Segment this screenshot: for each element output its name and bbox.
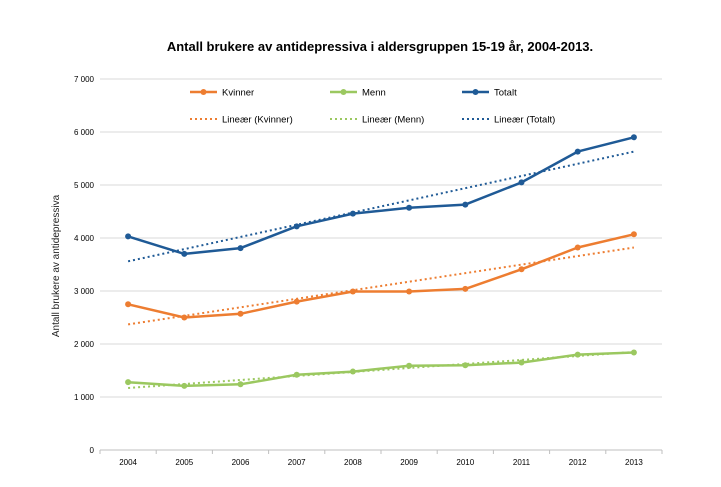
data-point-totalt — [237, 245, 244, 252]
series-line-kvinner — [127, 233, 635, 319]
legend-marker-totalt — [472, 89, 479, 95]
x-tick-label: 2007 — [288, 458, 306, 467]
legend-label-menn: Menn — [362, 88, 386, 99]
y-tick-label: 1 000 — [74, 393, 95, 402]
legend-trend-label-2: Lineær (Menn) — [362, 115, 424, 126]
data-point-menn — [349, 368, 356, 375]
series-line-totalt — [127, 136, 635, 256]
data-point-totalt — [349, 210, 356, 217]
legend-marker-kvinner — [200, 89, 207, 95]
x-tick-label: 2008 — [344, 458, 362, 467]
data-point-totalt — [630, 134, 637, 141]
gridlines — [100, 78, 662, 398]
data-point-menn — [406, 362, 413, 369]
data-point-totalt — [518, 179, 525, 186]
data-point-kvinner — [462, 285, 469, 292]
data-point-totalt — [406, 204, 413, 211]
data-point-totalt — [181, 250, 188, 257]
legend-marker-menn — [340, 89, 347, 95]
y-tick-label: 5 000 — [74, 181, 95, 190]
legend-label-kvinner: Kvinner — [222, 88, 254, 99]
series-line-menn — [128, 351, 634, 388]
data-point-menn — [125, 379, 132, 386]
trendline-1 — [127, 246, 635, 326]
data-point-kvinner — [630, 231, 637, 238]
data-point-kvinner — [349, 288, 356, 295]
data-point-kvinner — [293, 298, 300, 305]
data-point-kvinner — [125, 301, 132, 308]
y-tick-label: 3 000 — [74, 287, 95, 296]
series-lines — [125, 134, 637, 389]
y-tick-label: 0 — [90, 446, 95, 455]
data-point-totalt — [293, 223, 300, 230]
axes: 0 1 000 2 000 3 000 4 000 5 000 6 000 7 000 2004… — [74, 75, 663, 467]
x-tick-label: 2009 — [400, 458, 418, 467]
data-point-menn — [518, 359, 525, 366]
data-point-totalt — [574, 148, 581, 155]
data-point-menn — [181, 382, 188, 389]
x-tick-label: 2004 — [119, 458, 137, 467]
y-tick-label: 2 000 — [74, 340, 95, 349]
legend-label-totalt: Totalt — [494, 88, 517, 99]
y-axis-label: Antall brukere av antidepressiva — [51, 194, 62, 337]
data-point-totalt — [125, 233, 132, 240]
trendline-3 — [127, 150, 635, 263]
x-tick-label: 2011 — [513, 458, 531, 467]
x-tick-label: 2010 — [456, 458, 474, 467]
trendlines — [127, 150, 635, 389]
y-tick-label: 4 000 — [74, 234, 95, 243]
legend-trend-label-1: Lineær (Kvinner) — [222, 115, 293, 126]
data-point-kvinner — [237, 310, 244, 317]
x-tick-label: 2006 — [232, 458, 250, 467]
data-point-menn — [462, 362, 469, 369]
data-point-menn — [293, 371, 300, 378]
data-point-menn — [237, 381, 244, 388]
data-point-totalt — [462, 201, 469, 208]
data-point-menn — [574, 351, 581, 358]
x-tick-label: 2013 — [625, 458, 643, 467]
chart-title: Antall brukere av antidepressiva i alder… — [167, 39, 593, 54]
data-point-kvinner — [574, 244, 581, 251]
x-tick-label: 2012 — [569, 458, 587, 467]
legend-trend-label-3: Lineær (Totalt) — [494, 115, 555, 126]
legend: Kvinner Menn Totalt Lineær (Kvinner) Lineær … — [190, 88, 555, 126]
data-point-menn — [630, 349, 637, 356]
data-point-kvinner — [518, 266, 525, 273]
data-point-kvinner — [181, 314, 188, 321]
data-point-kvinner — [406, 288, 413, 295]
x-tick-label: 2005 — [175, 458, 193, 467]
y-tick-label: 6 000 — [74, 128, 95, 137]
y-tick-label: 7 000 — [74, 75, 95, 84]
